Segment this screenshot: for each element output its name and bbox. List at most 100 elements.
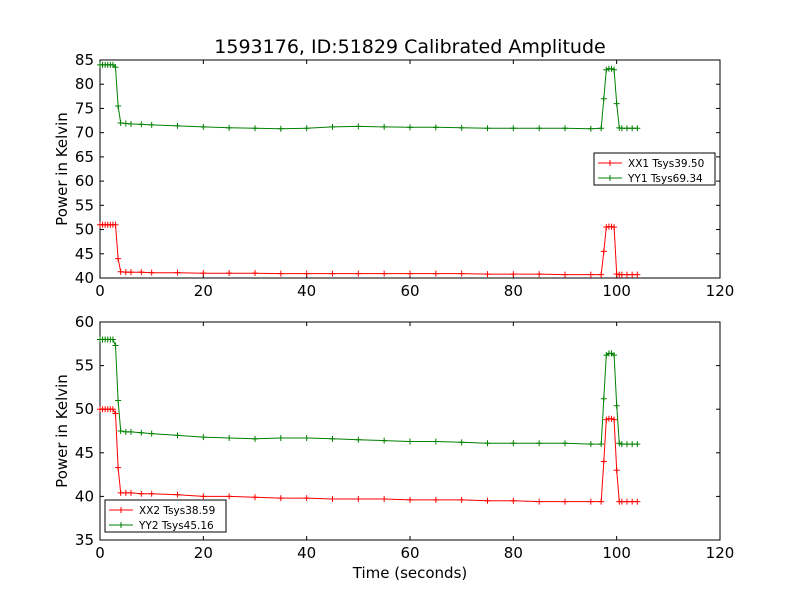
data-point-marker [174,122,181,129]
data-point-marker [587,271,594,278]
data-point-marker [148,121,155,128]
legend-label: YY1 Tsys69.34 [627,173,703,185]
data-point-marker [226,124,233,131]
data-point-marker [128,428,134,435]
data-point-marker [117,489,124,496]
data-point-marker [536,498,543,505]
data-point-marker [603,66,610,73]
data-point-marker [598,125,605,132]
data-point-marker [618,271,625,278]
data-point-marker [608,415,615,422]
y-tick-label: 80 [75,75,94,93]
data-point-marker [634,271,641,278]
y-tick-label: 85 [75,51,94,69]
data-point-marker [484,125,491,132]
x-tick-label: 100 [602,544,631,562]
data-point-marker [122,120,129,127]
top-subplot: 0 20 40 60 80 100 120 40 45 50 55 60 65 70 75 80 85 Power… [53,51,734,300]
data-point-marker [303,270,310,277]
y-tick-label: 40 [75,269,94,287]
x-tick-label: 40 [297,282,316,300]
data-point-marker [303,125,310,132]
legend-marker [118,507,124,513]
data-point-marker [117,268,124,275]
data-point-marker [611,352,618,359]
data-point-marker [407,270,413,277]
data-point-marker [381,496,388,503]
data-point-marker [458,496,465,503]
data-point-marker [484,271,491,278]
x-tick-label: 20 [194,282,213,300]
x-tick-label: 100 [602,282,631,300]
data-point-marker [115,464,122,471]
data-point-marker [587,125,594,132]
data-point-marker [252,270,258,277]
data-point-marker [603,416,610,423]
y-axis-label: Power in Kelvin [53,112,71,226]
y-tick-label: 50 [75,400,94,418]
data-point-marker [174,432,181,439]
data-point-marker [624,271,630,278]
data-point-marker [112,221,119,228]
data-point-marker [355,436,362,443]
data-point-marker [598,498,605,505]
data-point-marker [624,125,630,132]
data-point-marker [432,124,439,131]
y-tick-label: 75 [75,99,94,117]
x-tick-label: 120 [706,544,735,562]
legend-marker [607,160,613,166]
data-point-marker [587,441,594,448]
data-point-marker [618,498,625,505]
data-point-marker [112,410,119,417]
data-point-marker [562,271,568,278]
x-tick-label: 40 [297,544,316,562]
data-point-marker [432,438,439,445]
data-point-marker [200,434,207,441]
y-tick-label: 60 [75,172,94,190]
x-tick-label: 20 [194,544,213,562]
data-point-marker [562,125,568,132]
data-point-marker [634,125,641,132]
legend-label: YY2 Tsys45.16 [138,520,214,532]
data-point-marker [624,498,630,505]
y-tick-label: 50 [75,221,94,239]
legend-label: XX2 Tsys38.59 [139,505,215,517]
x-axis-label: Time (seconds) [352,564,468,582]
y-axis-label: Power in Kelvin [53,374,71,488]
data-point-marker [598,271,605,278]
data-point-marker [611,66,618,73]
data-point-marker [200,270,207,277]
data-point-marker [148,269,155,276]
data-point-marker [432,270,439,277]
data-point-marker [122,428,129,435]
data-point-marker [458,439,465,446]
data-point-marker [174,491,181,498]
data-point-marker [355,270,362,277]
data-point-marker [407,496,413,503]
data-point-marker [112,342,119,349]
y-tick-label: 35 [75,531,94,549]
data-point-marker [109,406,116,413]
y-tick-label: 45 [75,444,94,462]
legend-box [104,499,227,533]
data-point-marker [484,440,491,447]
x-tick-label: 80 [504,282,523,300]
data-point-marker [458,270,465,277]
data-point-marker [128,269,134,276]
data-point-marker [138,121,145,128]
data-point-marker [611,416,618,423]
data-point-marker [381,123,388,130]
data-point-marker [329,435,336,442]
data-point-marker [381,437,388,444]
data-point-marker [407,438,413,445]
data-point-marker [407,124,413,131]
x-tick-label: 80 [504,544,523,562]
data-point-marker [536,440,543,447]
data-point-marker [613,100,620,107]
legend-marker [607,175,613,181]
data-point-marker [148,490,155,497]
data-point-marker [329,270,336,277]
data-point-marker [109,336,116,343]
data-point-marker [303,434,310,441]
data-point-marker [128,120,134,127]
